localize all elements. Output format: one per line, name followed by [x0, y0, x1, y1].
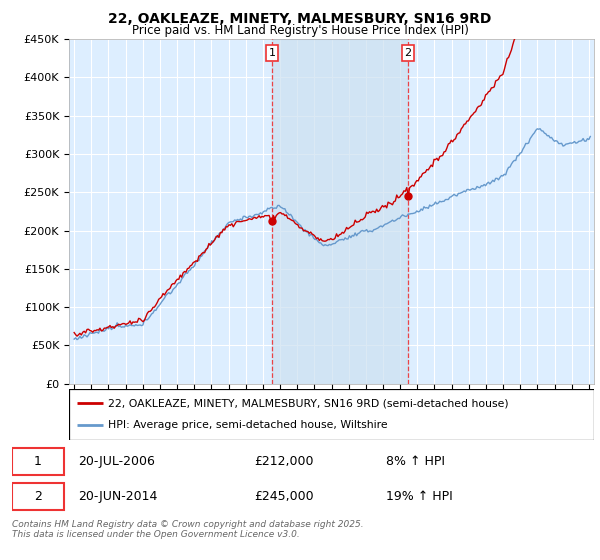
- Text: 19% ↑ HPI: 19% ↑ HPI: [386, 489, 453, 503]
- Text: 22, OAKLEAZE, MINETY, MALMESBURY, SN16 9RD (semi-detached house): 22, OAKLEAZE, MINETY, MALMESBURY, SN16 9…: [109, 398, 509, 408]
- Text: £212,000: £212,000: [254, 455, 313, 468]
- Text: 20-JUL-2006: 20-JUL-2006: [78, 455, 155, 468]
- Text: 2: 2: [404, 48, 412, 58]
- Text: 1: 1: [269, 48, 275, 58]
- Text: Price paid vs. HM Land Registry's House Price Index (HPI): Price paid vs. HM Land Registry's House …: [131, 24, 469, 36]
- Text: HPI: Average price, semi-detached house, Wiltshire: HPI: Average price, semi-detached house,…: [109, 421, 388, 431]
- Text: 20-JUN-2014: 20-JUN-2014: [78, 489, 158, 503]
- Bar: [272, 39, 408, 384]
- FancyBboxPatch shape: [12, 448, 64, 475]
- Text: 1: 1: [34, 455, 42, 468]
- FancyBboxPatch shape: [12, 483, 64, 510]
- Text: 22, OAKLEAZE, MINETY, MALMESBURY, SN16 9RD: 22, OAKLEAZE, MINETY, MALMESBURY, SN16 9…: [109, 12, 491, 26]
- Text: 2: 2: [34, 489, 42, 503]
- Text: 8% ↑ HPI: 8% ↑ HPI: [386, 455, 445, 468]
- Text: £245,000: £245,000: [254, 489, 314, 503]
- Text: Contains HM Land Registry data © Crown copyright and database right 2025.
This d: Contains HM Land Registry data © Crown c…: [12, 520, 364, 539]
